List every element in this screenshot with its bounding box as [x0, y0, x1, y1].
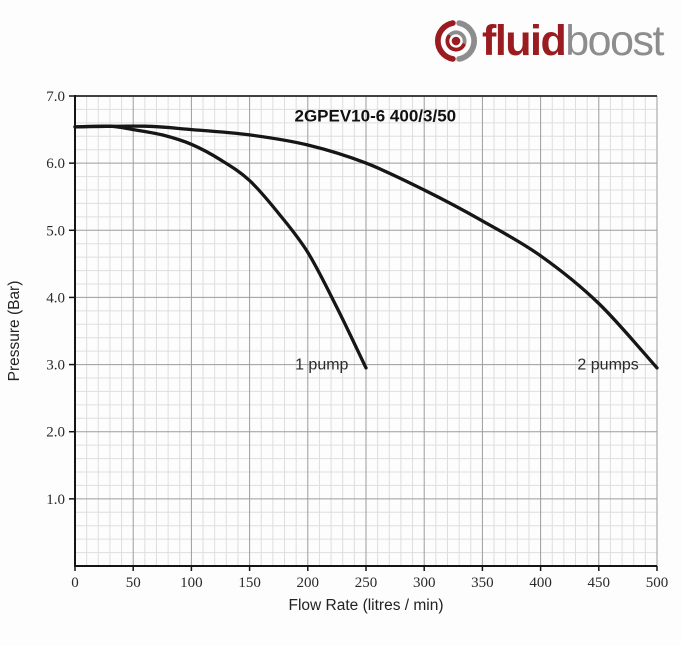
- curve-2-pumps: [73, 124, 659, 370]
- x-tick-label: 100: [180, 575, 203, 591]
- x-tick-label: 0: [71, 575, 79, 591]
- pump-performance-chart: 0 50 100 150 200 250 300 350 400 450 500 1.0 2.0 3.0 4…: [0, 80, 681, 640]
- y-tick-label: 5.0: [46, 223, 65, 239]
- x-tick-label: 400: [529, 575, 552, 591]
- fluidboost-swirl-icon: [435, 20, 477, 62]
- fluidboost-wordmark: fluidboost: [482, 17, 664, 65]
- y-tick-label: 7.0: [46, 89, 65, 105]
- x-tick-label: 200: [297, 575, 320, 591]
- x-axis-title: Flow Rate (litres / min): [288, 597, 443, 614]
- y-tick-label: 4.0: [46, 290, 65, 306]
- chart-title: 2GPEV10-6 400/3/50: [294, 107, 456, 126]
- y-axis-title: Pressure (Bar): [6, 281, 23, 382]
- x-tick-label: 350: [471, 575, 494, 591]
- ticks: 0 50 100 150 200 250 300 350 400 450 500 1.0 2.0 3.0 4…: [46, 89, 668, 591]
- y-tick-label: 2.0: [46, 425, 65, 441]
- grid-minor: [75, 96, 657, 566]
- x-tick-label: 250: [355, 575, 378, 591]
- curve-1-pump: [73, 124, 368, 370]
- x-tick-label: 450: [588, 575, 611, 591]
- x-tick-label: 300: [413, 575, 436, 591]
- fluidboost-logo: fluidboost: [433, 16, 664, 66]
- chart-svg: 0 50 100 150 200 250 300 350 400 450 500 1.0 2.0 3.0 4…: [6, 89, 668, 614]
- y-tick-label: 1.0: [46, 492, 65, 508]
- brand-word-fluid: fluid: [482, 17, 567, 65]
- y-tick-label: 3.0: [46, 358, 65, 374]
- grid-major: [75, 96, 658, 566]
- x-tick-label: 500: [646, 575, 669, 591]
- brand-word-boost: boost: [565, 17, 664, 65]
- x-tick-label: 150: [238, 575, 261, 591]
- curve-label-1-pump: 1 pump: [295, 356, 348, 373]
- x-tick-label: 50: [126, 575, 141, 591]
- curve-label-2-pumps: 2 pumps: [577, 356, 638, 373]
- y-tick-label: 6.0: [46, 156, 65, 172]
